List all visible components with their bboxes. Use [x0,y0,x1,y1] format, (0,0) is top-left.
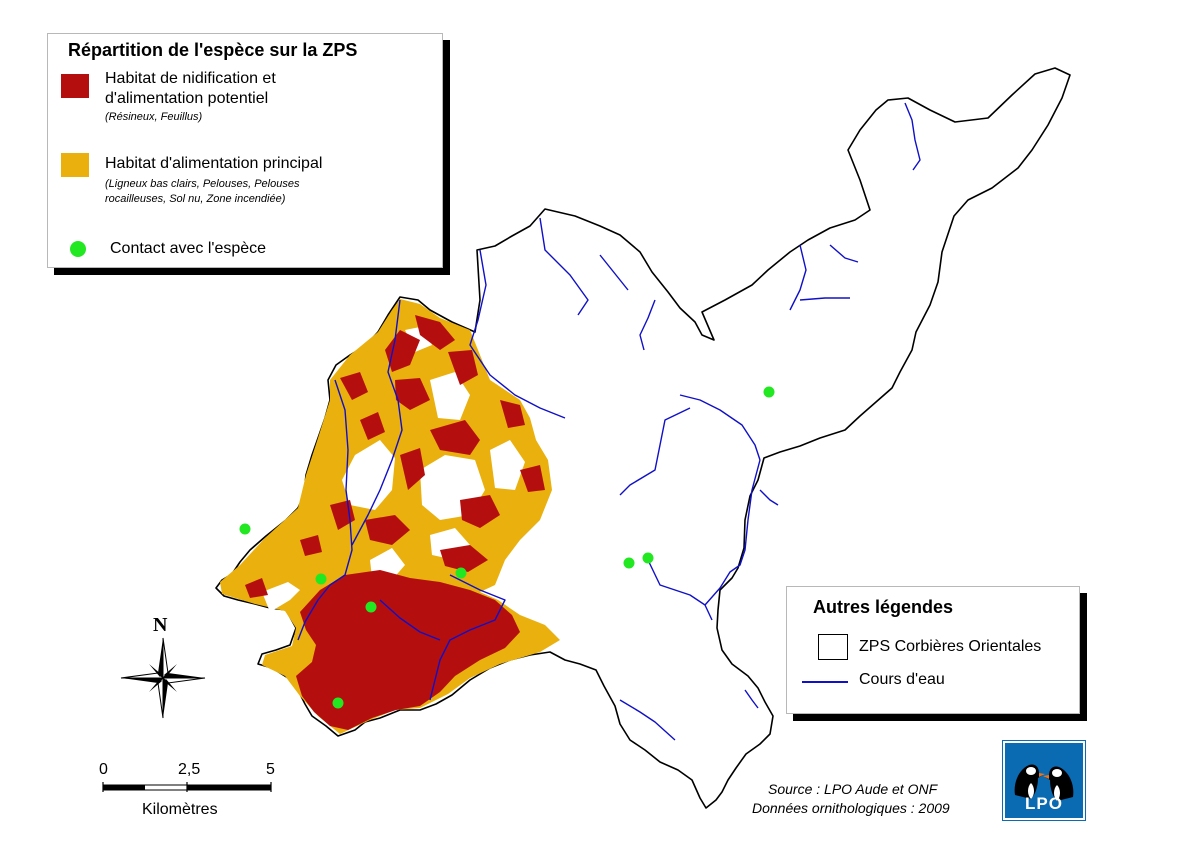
compass-rose-icon [120,637,206,719]
lpo-logo: LPO [1003,741,1085,820]
habitat-gaps [262,326,525,612]
contact-point [455,567,467,579]
contact-point [315,573,327,585]
scale-bar [102,782,272,792]
puffins-logo-icon [1014,764,1074,801]
rivers [297,102,921,741]
other-legend: Autres légendes ZPS Corbières Orientales… [786,586,1080,714]
legend-nesting-sub: (Résineux, Feuillus) [105,111,203,123]
species-contacts [239,386,775,709]
species-legend: Répartition de l'espèce sur la ZPS Habit… [47,33,443,268]
contact-point [763,386,775,398]
legend-feeding-sub-1: (Ligneux bas clairs, Pelouses, Pelouses [105,178,300,190]
feeding-habitat-swatch [61,153,89,177]
legend-feeding-sub-2: rocailleuses, Sol nu, Zone incendiée) [105,193,286,205]
contact-point [623,557,635,569]
source-line-1: Source : LPO Aude et ONF [768,781,938,797]
source-line-2: Données ornithologiques : 2009 [752,800,950,816]
legend-title: Répartition de l'espèce sur la ZPS [68,40,358,60]
scale-tick-0: 0 [99,761,108,778]
legend-nesting-label-2: d'alimentation potentiel [105,90,269,107]
legend-contact-label: Contact avec l'espèce [110,240,267,257]
legend-zps-label: ZPS Corbières Orientales [859,638,1042,655]
legend-river-label: Cours d'eau [859,671,945,688]
contact-point [239,523,251,535]
scale-tick-2-5: 2,5 [178,761,201,778]
contact-point [642,552,654,564]
scale-unit: Kilomètres [142,801,218,818]
nesting-habitat-area [245,315,545,730]
nesting-habitat-swatch [61,74,89,98]
zps-boundary-swatch [818,634,848,660]
scale-tick-5: 5 [266,761,275,778]
contact-point [365,601,377,613]
north-label: N [153,614,168,636]
contact-point [332,697,344,709]
other-legend-title: Autres légendes [813,597,954,617]
lpo-logo-text: LPO [1025,794,1063,813]
contact-swatch [70,241,86,257]
river-swatch [802,681,848,683]
legend-feeding-label: Habitat d'alimentation principal [105,155,323,172]
legend-nesting-label-1: Habitat de nidification et [105,70,276,87]
